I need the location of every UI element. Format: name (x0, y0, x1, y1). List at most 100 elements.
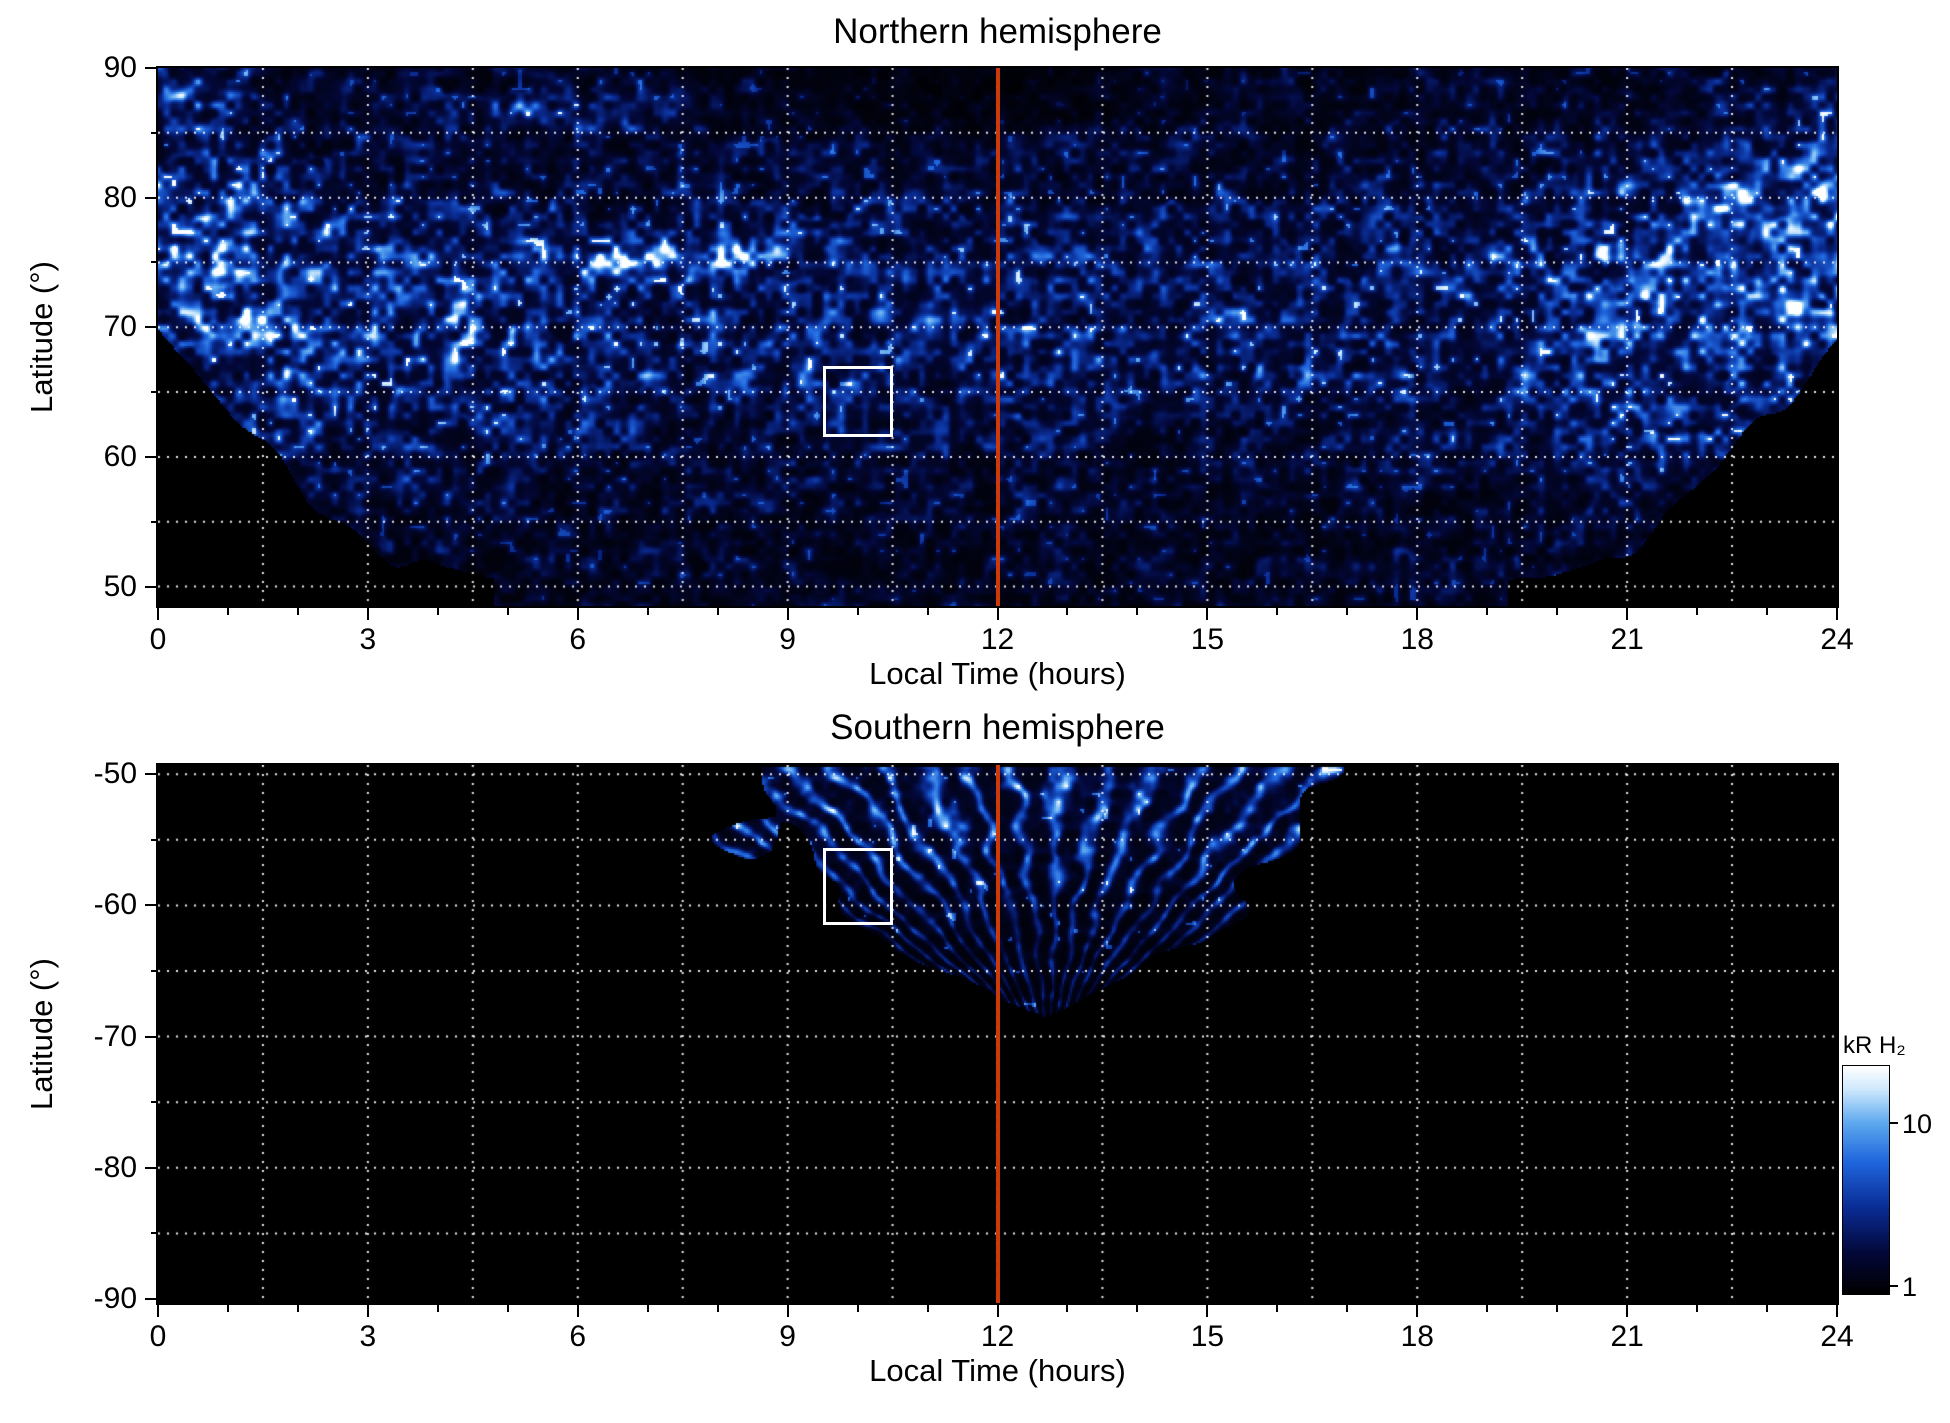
colorbar-tick-mark (1889, 1285, 1898, 1288)
x-minor-tick-mark (226, 608, 229, 615)
x-tick-mark (1416, 608, 1419, 620)
x-minor-tick-mark (1696, 1305, 1699, 1312)
y-tick-label: -90 (93, 1282, 137, 1316)
noon-meridian-line-north (995, 68, 1000, 606)
x-minor-tick-mark (926, 608, 929, 615)
x-tick-label: 9 (779, 1320, 796, 1353)
y-tick-mark (145, 904, 158, 907)
noon-meridian-line-south (995, 765, 1000, 1303)
x-tick-mark (996, 608, 999, 620)
x-tick-mark (786, 608, 789, 620)
x-tick-label: 15 (1190, 1320, 1225, 1353)
x-tick-mark (786, 1305, 789, 1317)
x-tick-label: 15 (1190, 623, 1225, 656)
x-minor-tick-mark (506, 608, 509, 615)
y-tick-label: -70 (93, 1019, 137, 1053)
north-x-axis-label: Local Time (hours) (869, 656, 1126, 691)
y-tick-label: 90 (103, 51, 137, 84)
y-minor-tick-mark (151, 391, 158, 394)
x-tick-label: 21 (1610, 1320, 1644, 1353)
x-minor-tick-mark (1556, 1305, 1559, 1312)
x-minor-tick-mark (436, 1305, 439, 1312)
x-minor-tick-mark (506, 1305, 509, 1312)
x-tick-label: 18 (1400, 1320, 1434, 1353)
y-tick-mark (145, 773, 158, 776)
y-tick-label: 80 (103, 180, 137, 214)
annotation-box-north (822, 366, 893, 438)
south-x-axis-label: Local Time (hours) (869, 1353, 1126, 1388)
colorbar-tick-label: 1 (1902, 1272, 1918, 1303)
x-minor-tick-mark (1346, 608, 1349, 615)
x-tick-label: 12 (980, 1320, 1015, 1353)
y-tick-mark (145, 326, 158, 329)
x-tick-label: 0 (149, 623, 167, 656)
x-minor-tick-mark (1696, 608, 1699, 615)
colorbar-gradient (1842, 1065, 1890, 1295)
y-tick-label: 50 (103, 569, 137, 603)
y-tick-label: -60 (93, 888, 137, 922)
x-minor-tick-mark (1486, 1305, 1489, 1312)
x-minor-tick-mark (856, 608, 859, 615)
annotation-box-south (822, 847, 893, 926)
x-tick-mark (996, 1305, 999, 1317)
x-tick-label: 3 (359, 1320, 377, 1353)
y-minor-tick-mark (151, 1232, 158, 1235)
y-minor-tick-mark (151, 131, 158, 134)
x-tick-label: 6 (569, 623, 587, 656)
y-minor-tick-mark (151, 520, 158, 523)
x-tick-mark (1836, 1305, 1838, 1317)
colorbar-label: kR H₂ (1843, 1032, 1906, 1059)
x-tick-mark (576, 1305, 579, 1317)
x-minor-tick-mark (296, 608, 299, 615)
x-tick-label: 9 (779, 623, 796, 656)
x-minor-tick-mark (1136, 1305, 1139, 1312)
x-tick-mark (1416, 1305, 1419, 1317)
x-tick-label: 0 (149, 1320, 167, 1353)
x-minor-tick-mark (1556, 608, 1559, 615)
x-minor-tick-mark (856, 1305, 859, 1312)
x-tick-mark (366, 1305, 369, 1317)
x-minor-tick-mark (1766, 608, 1769, 615)
x-tick-label: 6 (569, 1320, 587, 1353)
y-tick-mark (145, 67, 158, 69)
x-tick-mark (157, 1305, 159, 1317)
x-minor-tick-mark (1136, 608, 1139, 615)
y-minor-tick-mark (151, 1101, 158, 1104)
y-tick-label: -50 (93, 757, 137, 791)
x-minor-tick-mark (1486, 608, 1489, 615)
x-minor-tick-mark (1346, 1305, 1349, 1312)
x-minor-tick-mark (1066, 1305, 1069, 1312)
north-panel-title: Northern hemisphere (833, 12, 1162, 51)
x-tick-label: 24 (1820, 623, 1854, 656)
x-tick-label: 21 (1610, 623, 1644, 656)
y-tick-mark (145, 1035, 158, 1038)
y-tick-mark (145, 585, 158, 588)
x-minor-tick-mark (1766, 1305, 1769, 1312)
colorbar-tick-label: 10 (1902, 1109, 1933, 1139)
x-tick-mark (1206, 608, 1209, 620)
x-minor-tick-mark (646, 608, 649, 615)
x-minor-tick-mark (1276, 608, 1279, 615)
y-tick-label: -80 (93, 1150, 137, 1184)
y-minor-tick-mark (151, 970, 158, 972)
y-tick-mark (145, 1166, 158, 1169)
x-minor-tick-mark (926, 1305, 929, 1312)
x-tick-mark (1836, 608, 1838, 620)
x-minor-tick-mark (1066, 608, 1069, 615)
x-minor-tick-mark (716, 1305, 719, 1312)
x-tick-mark (576, 608, 579, 620)
x-minor-tick-mark (436, 608, 439, 615)
colorbar-tick-mark (1889, 1122, 1898, 1124)
x-minor-tick-mark (646, 1305, 649, 1312)
x-tick-label: 12 (980, 623, 1015, 656)
x-tick-mark (366, 608, 369, 620)
x-tick-label: 18 (1400, 623, 1434, 656)
y-tick-mark (145, 1298, 158, 1301)
y-tick-label: 60 (103, 439, 137, 473)
y-minor-tick-mark (151, 261, 158, 264)
x-tick-mark (1206, 1305, 1209, 1317)
y-tick-mark (145, 196, 158, 199)
x-tick-label: 3 (359, 623, 377, 656)
y-tick-label: 70 (103, 310, 137, 344)
